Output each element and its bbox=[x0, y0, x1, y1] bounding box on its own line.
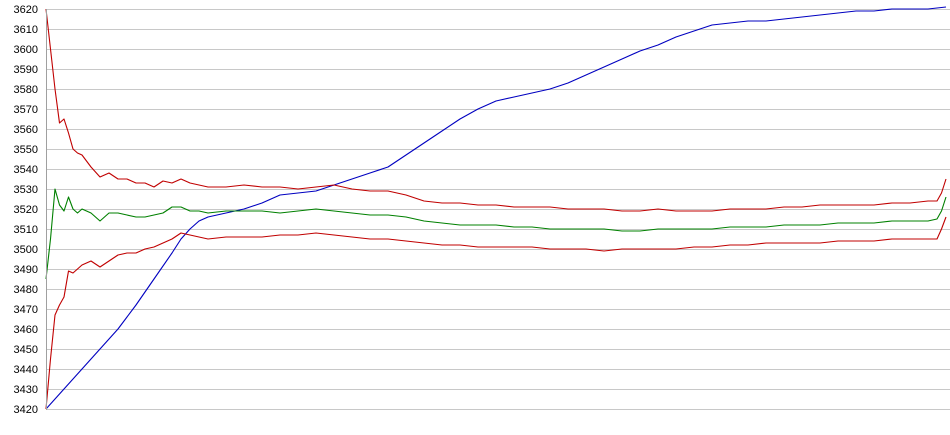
y-tick-label: 3460 bbox=[14, 324, 38, 336]
y-tick-label: 3580 bbox=[14, 84, 38, 96]
series-line-1 bbox=[45, 6, 947, 410]
series-line-4 bbox=[45, 188, 947, 280]
y-tick-label: 3450 bbox=[14, 344, 38, 356]
gridlines bbox=[46, 9, 950, 410]
series-line-2 bbox=[45, 8, 947, 212]
y-tick-label: 3550 bbox=[14, 144, 38, 156]
y-tick-label: 3560 bbox=[14, 124, 38, 136]
y-tick-label: 3540 bbox=[14, 164, 38, 176]
series-line-3 bbox=[45, 216, 947, 410]
y-tick-label: 3510 bbox=[14, 224, 38, 236]
y-tick-label: 3520 bbox=[14, 204, 38, 216]
y-tick-label: 3440 bbox=[14, 364, 38, 376]
y-axis-tick-labels: 3420 3430 3440 3450 3460 3470 3480 3490 3500 3510… bbox=[14, 4, 38, 416]
y-tick-label: 3480 bbox=[14, 284, 38, 296]
y-tick-label: 3620 bbox=[14, 4, 38, 16]
y-tick-label: 3500 bbox=[14, 244, 38, 256]
y-tick-label: 3420 bbox=[14, 404, 38, 416]
series-lines bbox=[45, 6, 947, 410]
y-tick-label: 3570 bbox=[14, 104, 38, 116]
y-tick-label: 3600 bbox=[14, 44, 38, 56]
y-tick-label: 3610 bbox=[14, 24, 38, 36]
y-tick-label: 3470 bbox=[14, 304, 38, 316]
y-tick-label: 3590 bbox=[14, 64, 38, 76]
y-tick-label: 3490 bbox=[14, 264, 38, 276]
y-tick-label: 3530 bbox=[14, 184, 38, 196]
y-tick-label: 3430 bbox=[14, 384, 38, 396]
